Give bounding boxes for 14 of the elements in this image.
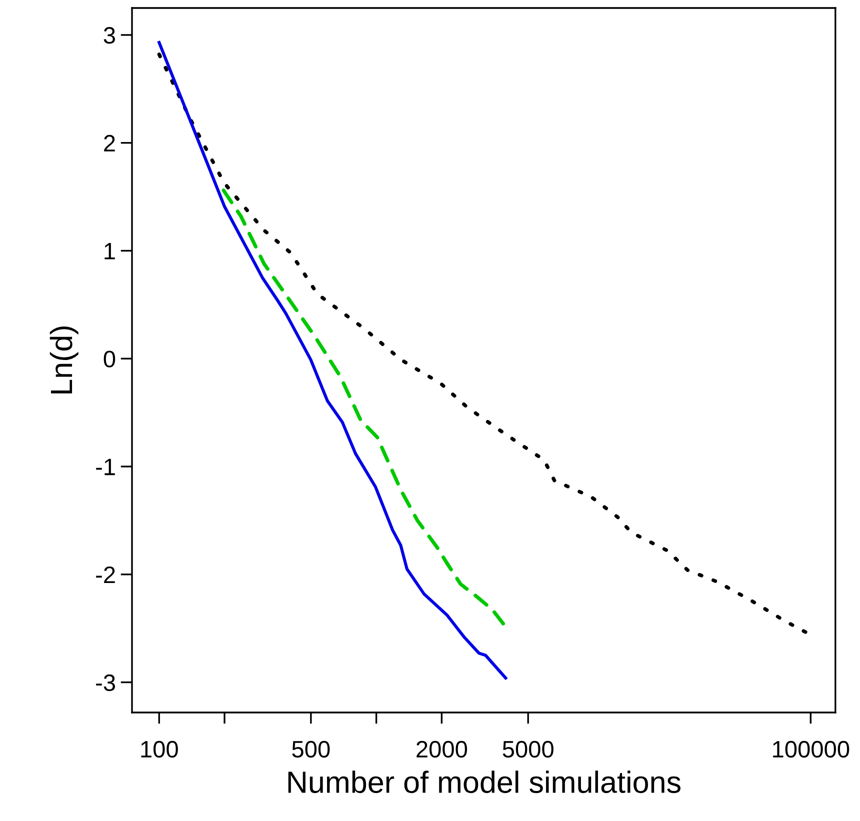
y-tick-label: 2 — [104, 134, 115, 152]
y-axis-title: Ln(d) — [50, 326, 78, 394]
y-tick-label: 0 — [104, 350, 116, 368]
y-tick-label: 3 — [104, 27, 115, 44]
y-tick-label: 1 — [104, 243, 115, 260]
x-axis-title: Number of model simulations — [288, 770, 680, 794]
x-tick-label: 100000 — [773, 740, 850, 758]
y-tick-label: -2 — [96, 566, 115, 583]
y-tick-label: -1 — [96, 458, 115, 476]
y-tick-label: -3 — [96, 674, 115, 692]
x-tick-label: 100 — [141, 740, 178, 758]
x-tick-label: 500 — [292, 740, 330, 758]
x-tick-label: 2000 — [416, 740, 468, 758]
x-tick-label: 5000 — [502, 740, 554, 758]
